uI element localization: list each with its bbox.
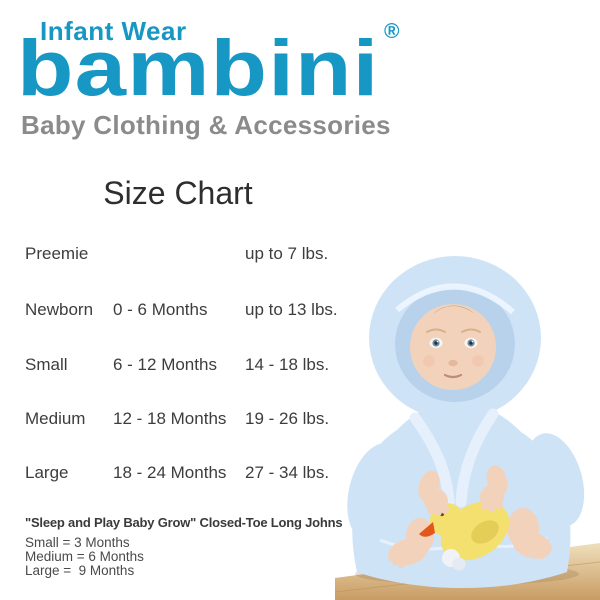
table-row: Newborn 0 - 6 Months up to 13 lbs. [0, 300, 600, 322]
sleeve-right [525, 433, 585, 527]
toe [538, 554, 544, 560]
size-label: Small [25, 355, 68, 374]
duck-tail-fluff [452, 557, 466, 571]
size-label: Preemie [25, 244, 89, 263]
logo-tagline-top: Infant Wear [40, 16, 187, 46]
baby-face [410, 304, 496, 390]
table-row: Preemie up to 7 lbs. [0, 244, 600, 266]
baby-mouth [443, 373, 463, 379]
weight-range: up to 13 lbs. [245, 300, 338, 319]
registered-trademark-symbol: ® [384, 20, 400, 43]
baby-hands [424, 485, 504, 516]
weight-range: up to 7 lbs. [245, 244, 329, 263]
months-range: 0 - 6 Months [113, 300, 208, 319]
size-chart-title: Size Chart [103, 175, 253, 211]
size-label: Large [25, 463, 69, 482]
baby-nose [448, 359, 458, 367]
weight-range: 14 - 18 lbs. [245, 355, 330, 374]
finger [488, 504, 496, 512]
table-row: Small 6 - 12 Months 14 - 18 lbs. [0, 355, 600, 377]
duck-wing [471, 520, 499, 544]
toe [392, 560, 398, 566]
months-range: 6 - 12 Months [113, 355, 217, 374]
finger [441, 506, 449, 514]
toe [398, 563, 404, 569]
duck-beak [419, 522, 435, 537]
eye-highlight [471, 340, 474, 343]
finger [495, 501, 503, 509]
eyebrow-left [426, 328, 446, 333]
table-row: Medium 12 - 18 Months 19 - 26 lbs. [0, 409, 600, 431]
hood-rim-highlight [395, 283, 515, 315]
cheek-left [423, 355, 435, 367]
toe [388, 555, 394, 561]
logo-tagline-bottom: Baby Clothing & Accessories [21, 110, 391, 140]
footnote-line: Medium = 6 Months [25, 549, 144, 564]
size-label: Medium [25, 409, 86, 428]
size-label: Newborn [25, 300, 94, 319]
pupil-right [469, 341, 473, 345]
finger [434, 508, 442, 516]
footnote-title: "Sleep and Play Baby Grow" Closed-Toe Lo… [25, 515, 343, 530]
brand-logo: Infant Wear bambini ® Baby Clothing & Ac… [0, 0, 430, 150]
foot-left [388, 538, 428, 566]
baby-skin [388, 304, 552, 569]
cheek-right [472, 355, 484, 367]
eyebrow-right [461, 328, 481, 333]
eye-highlight [436, 340, 439, 343]
robe-lapel-left [409, 412, 455, 508]
foot-right [512, 531, 552, 559]
footnote-line: Large = 9 Months [25, 563, 135, 578]
finger [427, 506, 435, 514]
weight-range: 27 - 34 lbs. [245, 463, 330, 482]
sleeve-left [347, 443, 407, 541]
weight-range: 19 - 26 lbs. [245, 409, 330, 428]
baby-photo [335, 256, 600, 600]
months-range: 18 - 24 Months [113, 463, 227, 482]
months-range: 12 - 18 Months [113, 409, 227, 428]
toe [546, 546, 552, 552]
brand-name: bambini [17, 23, 380, 112]
table-row: Large 18 - 24 Months 27 - 34 lbs. [0, 463, 600, 485]
finger [481, 502, 489, 510]
footnote-line: Small = 3 Months [25, 535, 130, 550]
pupil-left [434, 341, 438, 345]
baby-hair [433, 305, 475, 314]
robe-lapel-right [455, 408, 499, 508]
toe [543, 551, 549, 557]
